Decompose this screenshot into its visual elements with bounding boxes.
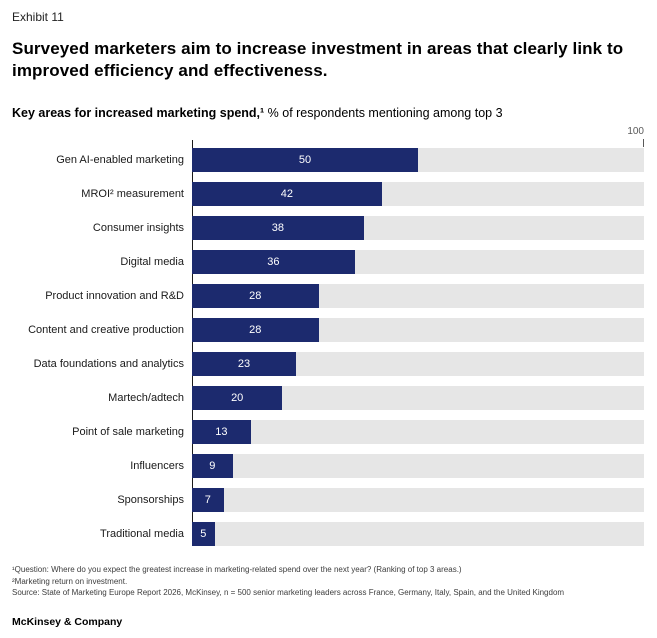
chart-row: Digital media 36 [12,250,644,275]
chart-row: MROI² measurement 42 [12,182,644,207]
subtitle-bold: Key areas for increased marketing spend,… [12,106,265,121]
bar-value: 42 [280,188,294,201]
footnote-question: ¹Question: Where do you expect the great… [12,565,462,575]
bar-fill: 50 [192,148,418,173]
bar-track: 23 [192,352,644,377]
bar-value: 20 [231,392,244,405]
bar-label: Gen AI-enabled marketing [56,154,184,167]
chart-rows: Gen AI-enabled marketing 50 MROI² measur… [12,148,644,547]
chart-row: Content and creative production 28 [12,318,644,343]
bar-label: Martech/adtech [108,392,184,405]
bar-value: 28 [249,324,262,337]
bar-value: 50 [298,154,312,167]
bar-fill: 7 [192,488,224,513]
bar-value: 23 [237,358,251,371]
page-title: Surveyed marketers aim to increase inves… [12,39,624,81]
chart-row: Martech/adtech 20 [12,386,644,411]
bar-label: Data foundations and analytics [33,358,184,371]
axis-header: 100 [192,126,644,148]
bar-fill: 13 [192,420,251,445]
bar-value: 38 [271,222,284,235]
bar-fill: 28 [192,284,319,309]
bar-fill: 9 [192,454,233,479]
bar-track: 13 [192,420,644,445]
bar-fill: 28 [192,318,319,343]
chart-row: Gen AI-enabled marketing 50 [12,148,644,173]
bar-track: 50 [192,148,644,173]
bar-track: 9 [192,454,644,479]
bar-label: Digital media [120,256,184,269]
bar-chart: 100 Gen AI-enabled marketing 50 MROI² me… [12,126,644,547]
chart-row: Product innovation and R&D 28 [12,284,644,309]
bar-label: MROI² measurement [81,188,184,201]
bar-fill: 20 [192,386,283,411]
subtitle-rest: % of respondents mentioning among top 3 [264,106,503,121]
bar-label: Point of sale marketing [72,426,184,439]
chart-row: Consumer insights 38 [12,216,644,241]
bar-label: Influencers [130,460,184,473]
bar-track: 7 [192,488,644,513]
bar-label: Sponsorships [117,494,184,507]
chart-row: Sponsorships 7 [12,488,644,513]
bar-value: 36 [267,256,280,269]
chart-row: Data foundations and analytics 23 [12,352,644,377]
bar-fill: 23 [192,352,296,377]
bar-fill: 36 [192,250,355,275]
bar-label: Product innovation and R&D [45,290,184,303]
bar-label: Consumer insights [92,222,184,235]
exhibit-label: Exhibit 11 [12,10,64,24]
bar-track: 5 [192,522,644,547]
bar-fill: 42 [192,182,382,207]
axis-max-label: 100 [627,126,644,138]
y-axis-line [192,140,193,547]
bar-track: 38 [192,216,644,241]
axis-tick [643,139,644,148]
bar-track: 28 [192,318,644,343]
chart-row: Traditional media 5 [12,522,644,547]
bar-track: 36 [192,250,644,275]
bar-value: 13 [215,426,228,439]
bar-track: 20 [192,386,644,411]
footnotes: ¹Question: Where do you expect the great… [12,564,643,599]
chart-row: Influencers 9 [12,454,644,479]
bar-track: 28 [192,284,644,309]
chart-subtitle: Key areas for increased marketing spend,… [12,106,643,120]
chart-row: Point of sale marketing 13 [12,420,644,445]
bar-label: Traditional media [100,528,184,541]
bar-label: Content and creative production [28,324,184,337]
bar-fill: 5 [192,522,215,547]
bar-track: 42 [192,182,644,207]
bar-value: 7 [204,494,211,507]
bar-value: 5 [200,528,207,541]
footnote-source: Source: State of Marketing Europe Report… [12,588,565,598]
bar-fill: 38 [192,216,364,241]
footnote-mroi: ²Marketing return on investment. [12,576,128,586]
brand-footer: McKinsey & Company [12,616,123,628]
bar-value: 9 [209,460,216,473]
bar-value: 28 [249,290,262,303]
